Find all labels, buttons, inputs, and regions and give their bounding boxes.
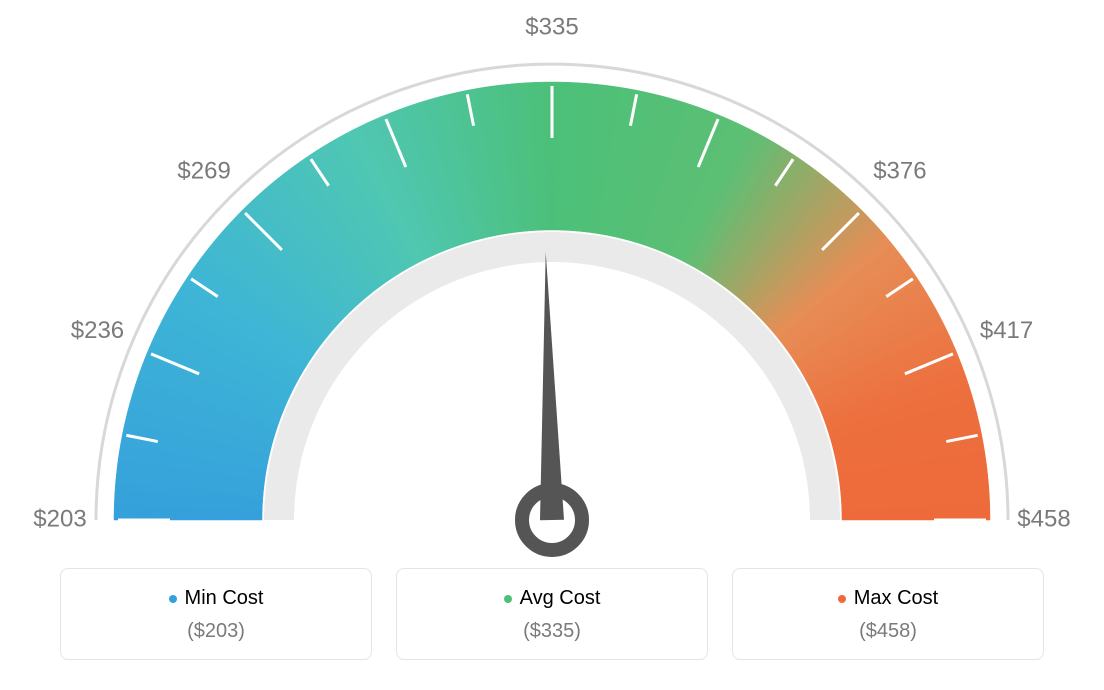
legend-card-min: Min Cost ($203) — [60, 568, 372, 660]
gauge-tick-label: $458 — [1017, 505, 1070, 532]
gauge-tick-label: $236 — [71, 317, 124, 344]
legend-value-max: ($458) — [745, 620, 1031, 643]
legend-card-max: Max Cost ($458) — [732, 568, 1044, 660]
legend-value-min: ($203) — [73, 620, 359, 643]
gauge-tick-label: $335 — [525, 13, 578, 40]
gauge-tick-label: $269 — [177, 157, 230, 184]
gauge-tick-label: $203 — [33, 505, 86, 532]
legend-dot-min — [169, 595, 177, 603]
gauge-needle — [522, 252, 582, 550]
legend-title-min: Min Cost — [169, 587, 264, 610]
legend-title-avg: Avg Cost — [504, 587, 601, 610]
legend-row: Min Cost ($203) Avg Cost ($335) Max Cost… — [60, 568, 1044, 660]
legend-dot-avg — [504, 595, 512, 603]
gauge-tick-label: $417 — [980, 317, 1033, 344]
legend-label-min: Min Cost — [185, 587, 264, 610]
legend-card-avg: Avg Cost ($335) — [396, 568, 708, 660]
legend-title-max: Max Cost — [838, 587, 938, 610]
gauge-svg: $203 $236 $269 $335 $376 $417 $458 — [0, 0, 1104, 560]
legend-value-avg: ($335) — [409, 620, 695, 643]
gauge-tick-label: $376 — [873, 157, 926, 184]
legend-dot-max — [838, 595, 846, 603]
legend-label-max: Max Cost — [854, 587, 938, 610]
legend-label-avg: Avg Cost — [520, 587, 601, 610]
gauge-chart: $203 $236 $269 $335 $376 $417 $458 — [0, 0, 1104, 560]
